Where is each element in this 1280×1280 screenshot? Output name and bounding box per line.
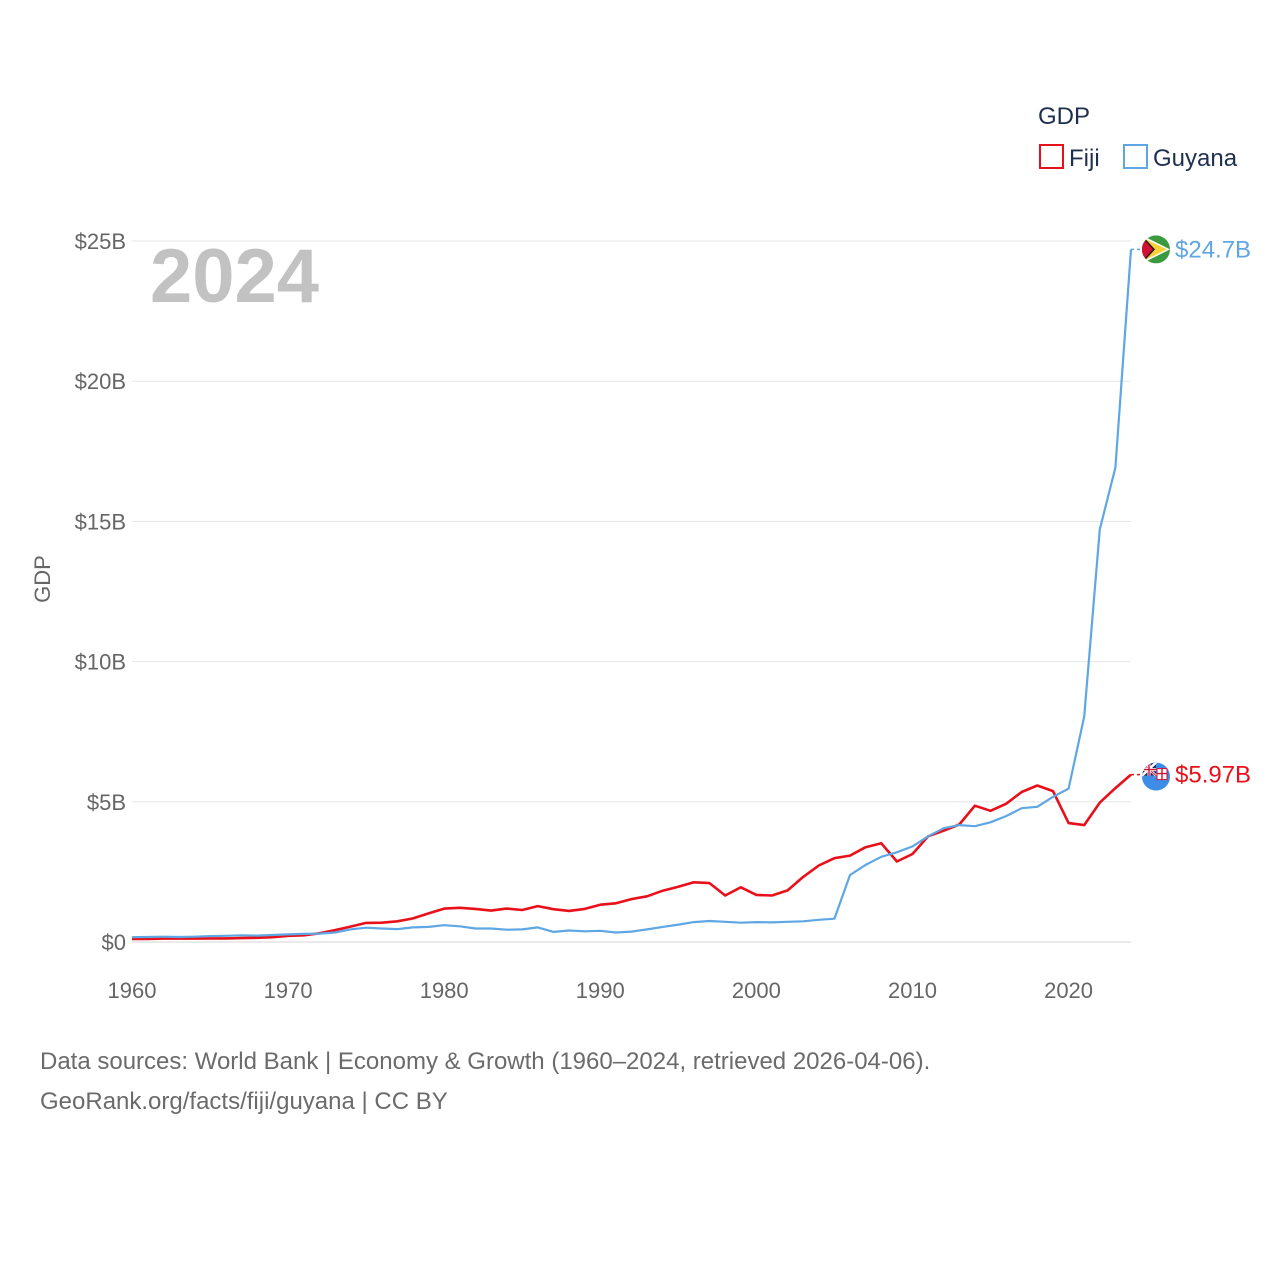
- series-layer: [131, 249, 1133, 941]
- flag-marker-fiji: [1142, 762, 1170, 791]
- y-tick-label: $20B: [75, 369, 126, 394]
- y-tick-label: $25B: [75, 229, 126, 254]
- y-tick-label: $5B: [87, 790, 126, 815]
- year-watermark: 2024: [150, 234, 319, 319]
- y-tick-label: $10B: [75, 650, 126, 675]
- flag-marker-guyana: [1142, 235, 1170, 264]
- end-value-label-guyana: $24.7B: [1175, 236, 1251, 263]
- x-tick-label: 2010: [888, 978, 937, 1003]
- x-tick-label: 2000: [732, 978, 781, 1003]
- end-value-label-fiji: $5.97B: [1175, 762, 1251, 789]
- axis-layer: $0 $5B $10B $15B $20B $25B 1960 1970 1980 1990 200…: [75, 229, 1093, 1003]
- x-tick-label: 1970: [264, 978, 313, 1003]
- y-tick-label: $15B: [75, 509, 126, 534]
- legend-swatch-fiji: [1039, 144, 1064, 169]
- grid-layer: [132, 240, 1131, 943]
- y-axis-label: GDP: [30, 555, 55, 603]
- legend-swatch-guyana: [1123, 144, 1148, 169]
- series-line-fiji: [132, 773, 1132, 941]
- source-line-2: GeoRank.org/facts/fiji/guyana | CC BY: [40, 1088, 448, 1115]
- source-note: Data sources: World Bank | Economy & Gro…: [40, 1042, 930, 1122]
- x-tick-label: 2020: [1044, 978, 1093, 1003]
- marker-layer: $5.97B $24.7B: [1131, 235, 1251, 791]
- x-tick-label: 1980: [420, 978, 469, 1003]
- legend-item-fiji[interactable]: Fiji: [1039, 144, 1100, 172]
- series-line-guyana: [131, 249, 1133, 939]
- legend-title: GDP: [1038, 103, 1090, 130]
- legend-label-guyana: Guyana: [1153, 145, 1238, 172]
- gdp-line-chart: $0 $5B $10B $15B $20B $25B 1960 1970 1980 1990 200…: [30, 103, 1251, 1003]
- x-tick-label: 1990: [576, 978, 625, 1003]
- legend-item-guyana[interactable]: Guyana: [1123, 144, 1238, 172]
- legend-label-fiji: Fiji: [1069, 145, 1100, 172]
- y-tick-label: $0: [102, 930, 126, 955]
- legend: GDP Fiji Guyana: [1038, 103, 1238, 172]
- x-tick-label: 1960: [108, 978, 157, 1003]
- source-line-1: Data sources: World Bank | Economy & Gro…: [40, 1048, 931, 1075]
